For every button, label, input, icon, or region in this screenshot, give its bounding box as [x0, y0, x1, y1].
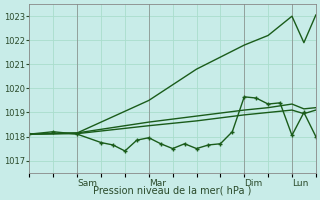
Text: Mar: Mar	[149, 179, 166, 188]
Text: Dim: Dim	[244, 179, 262, 188]
Text: Sam: Sam	[77, 179, 97, 188]
X-axis label: Pression niveau de la mer( hPa ): Pression niveau de la mer( hPa )	[93, 186, 252, 196]
Text: Lun: Lun	[292, 179, 308, 188]
